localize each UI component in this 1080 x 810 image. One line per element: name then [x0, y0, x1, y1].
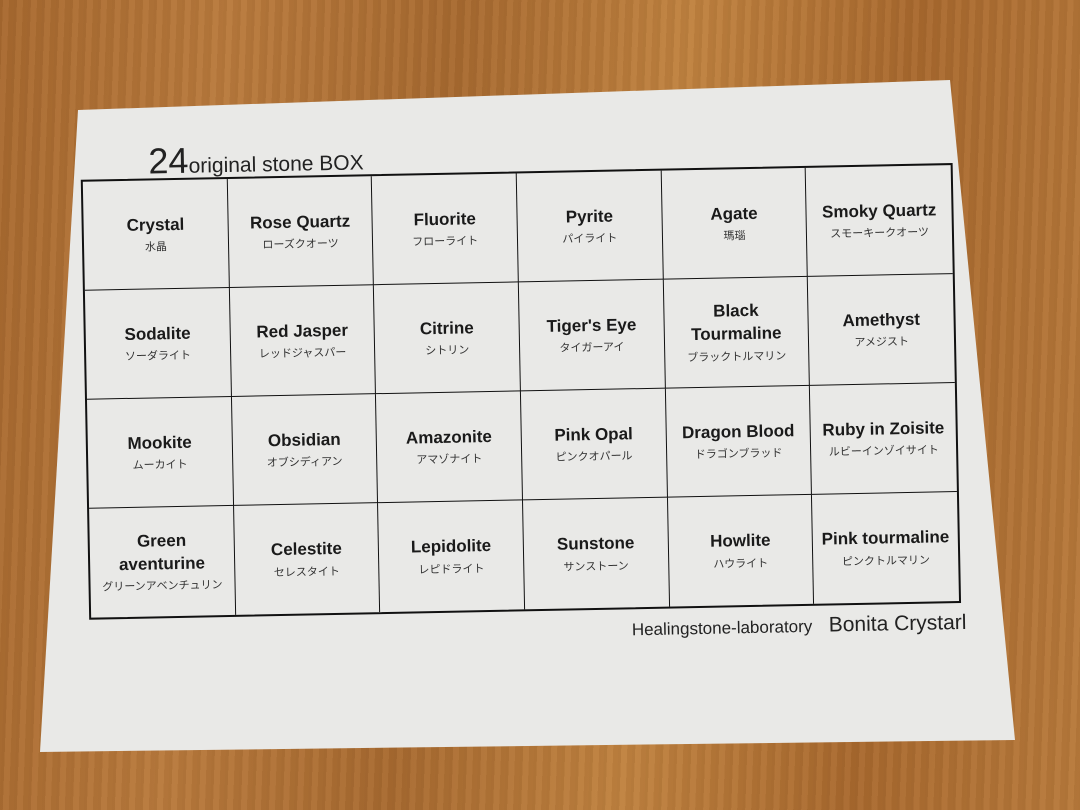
stone-name-en: Lepidolite	[410, 536, 492, 557]
stone-name-en: Smoky Quartz	[821, 199, 937, 222]
stone-name-ja: アマゾナイト	[416, 452, 483, 467]
stone-cell: Ruby in Zoisite ルビーインゾイサイト	[810, 383, 957, 495]
stone-name-ja: セレスタイト	[273, 564, 340, 580]
stone-cell: Black Tourmaline ブラックトルマリン	[663, 276, 811, 389]
stone-cell: Smoky Quartz スモーキークオーツ	[805, 165, 953, 277]
stone-name-ja: レピドライト	[418, 562, 485, 577]
stone-name-en: Ruby in Zoisite	[822, 417, 945, 440]
stone-name-en: Citrine	[419, 317, 474, 338]
stone-cell: Sodalite ソーダライト	[84, 287, 232, 400]
stone-name-en: Black Tourmaline	[690, 300, 782, 345]
stone-name-ja: ローズクオーツ	[262, 237, 339, 252]
footer: Healingstone-laboratory Bonita Crystarl	[632, 611, 967, 641]
brand-name: Bonita Crystarl	[828, 610, 967, 637]
stone-cell: Amethyst アメジスト	[808, 274, 955, 386]
stone-name-en: Celestite	[270, 538, 342, 560]
stone-list-document: 24original stone BOX Crystal 水晶 Rose Quart…	[70, 123, 975, 660]
stone-cell: Agate 瑪瑙	[661, 167, 809, 280]
stone-name-en: Dragon Blood	[681, 420, 795, 442]
stone-cell: Mookite ムーカイト	[86, 396, 234, 509]
stone-name-en: Pink Opal	[554, 423, 633, 445]
stone-name-en: Obsidian	[267, 429, 341, 450]
stone-name-ja: オブシディアン	[266, 455, 343, 470]
stone-name-en: Sunstone	[556, 533, 635, 554]
stone-name-en: Pink tourmaline	[821, 527, 950, 549]
stone-name-ja: シトリン	[425, 343, 470, 358]
stone-cell: Fluorite フローライト	[372, 173, 519, 286]
stone-cell: Green aventurine グリーンアベンチュリン	[89, 505, 236, 618]
stone-name-en: Sodalite	[124, 323, 191, 344]
stone-name-ja: ソーダライト	[124, 349, 192, 364]
stone-name-ja: 水晶	[144, 240, 168, 255]
stone-name-ja: ブラックトルマリン	[687, 349, 787, 365]
stone-name-ja: ルビーインゾイサイト	[828, 443, 939, 459]
stone-name-en: Amethyst	[842, 309, 921, 330]
stone-name-ja: サンストーン	[563, 559, 629, 574]
stone-name-ja: スモーキークオーツ	[830, 225, 930, 241]
stone-name-ja: パイライト	[562, 231, 618, 247]
stone-cell: Rose Quartz ローズクオーツ	[227, 176, 375, 288]
title-number: 24	[148, 139, 189, 182]
stone-name-en: Amazonite	[405, 426, 493, 448]
stone-name-ja: アメジスト	[854, 335, 910, 350]
stone-name-ja: タイガーアイ	[559, 340, 625, 356]
stone-name-ja: レッドジャスパー	[258, 346, 347, 361]
stone-cell: Crystal 水晶	[82, 178, 230, 291]
stone-cell: Sunstone サンストーン	[523, 497, 670, 610]
stone-cell: Lepidolite レピドライト	[378, 500, 526, 613]
stone-name-en: Pyrite	[565, 206, 614, 227]
stone-name-en: Rose Quartz	[249, 211, 351, 233]
stone-cell: Dragon Blood ドラゴンブラッド	[665, 385, 813, 498]
stone-name-en: Crystal	[126, 214, 185, 235]
stone-name-ja: グリーンアベンチュリン	[102, 578, 223, 594]
stone-cell: Obsidian オブシディアン	[231, 394, 379, 506]
stone-cell: Pink Opal ピンクオパール	[520, 388, 668, 501]
stone-name-en: Howlite	[709, 530, 771, 551]
stone-name-en: Red Jasper	[256, 320, 349, 341]
stone-grid: Crystal 水晶 Rose Quartz ローズクオーツ Fluorite フローライ…	[80, 163, 962, 620]
stone-name-en: Fluorite	[413, 208, 477, 229]
stone-cell: Pyrite パイライト	[516, 170, 664, 283]
stone-name-ja: フローライト	[412, 234, 479, 249]
stone-name-ja: ドラゴンブラッド	[694, 446, 783, 462]
stone-name-ja: ピンクオパール	[555, 449, 633, 465]
stone-cell: Pink tourmaline ピンクトルマリン	[812, 492, 959, 604]
stone-name-ja: 瑪瑙	[723, 229, 746, 243]
stone-name-en: Green aventurine	[118, 530, 206, 574]
stone-name-ja: ピンクトルマリン	[841, 553, 931, 569]
stone-cell: Howlite ハウライト	[667, 494, 815, 607]
stone-cell: Amazonite アマゾナイト	[376, 391, 524, 504]
stone-name-en: Mookite	[127, 432, 192, 453]
stone-name-en: Tiger's Eye	[546, 314, 637, 336]
stone-cell: Tiger's Eye タイガーアイ	[518, 279, 666, 392]
stone-name-ja: ハウライト	[713, 556, 769, 571]
stone-cell: Citrine シトリン	[374, 282, 521, 395]
stone-name-ja: ムーカイト	[132, 458, 188, 473]
stone-name-en: Agate	[710, 203, 758, 224]
lab-name: Healingstone-laboratory	[631, 616, 813, 640]
title-text: original stone BOX	[188, 151, 364, 178]
stone-cell: Celestite セレスタイト	[233, 503, 381, 615]
stone-cell: Red Jasper レッドジャスパー	[229, 285, 377, 397]
